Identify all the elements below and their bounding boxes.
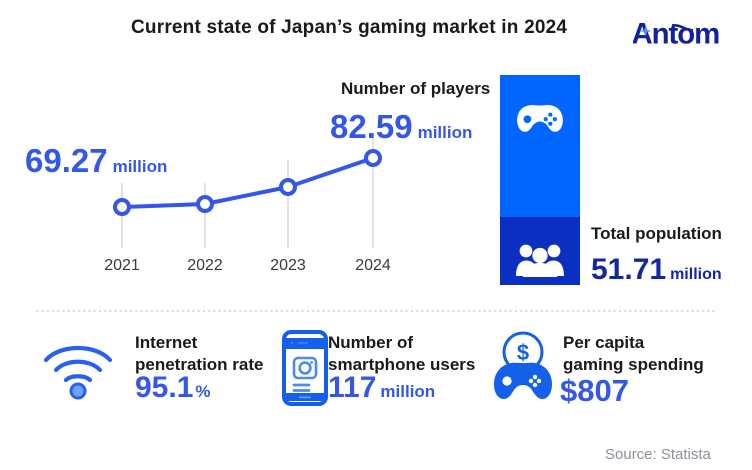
svg-text:2023: 2023: [270, 257, 306, 274]
svg-text:2024: 2024: [355, 257, 391, 274]
svg-text:2022: 2022: [187, 257, 223, 274]
svg-text:$: $: [517, 340, 529, 365]
svg-text:2021: 2021: [104, 257, 140, 274]
